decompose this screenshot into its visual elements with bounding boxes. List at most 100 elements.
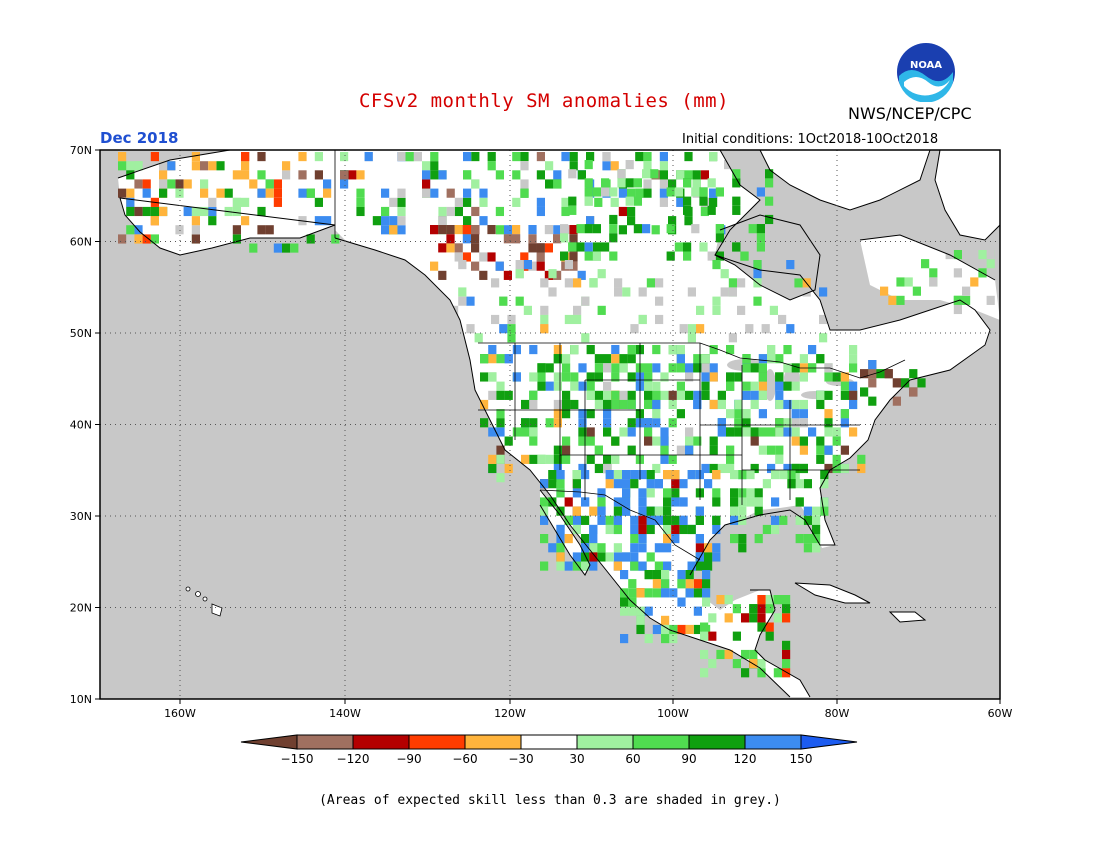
anomaly-cell: [687, 470, 696, 480]
anomaly-cell: [654, 543, 663, 553]
anomaly-cell: [463, 197, 472, 207]
anomaly-cell: [200, 179, 209, 189]
lat-label: 10N: [70, 693, 92, 706]
anomaly-cell: [578, 436, 587, 446]
anomaly-cell: [816, 354, 825, 364]
anomaly-cell: [638, 561, 647, 571]
anomaly-cell: [753, 269, 762, 279]
anomaly-cell: [496, 354, 505, 364]
anomaly-cell: [741, 613, 750, 623]
anomaly-cell: [687, 324, 696, 334]
anomaly-cell: [795, 515, 804, 525]
anomaly-cell: [159, 206, 168, 217]
anomaly-cell: [676, 381, 685, 391]
anomaly-cell: [636, 615, 645, 625]
anomaly-cell: [646, 506, 655, 516]
anomaly-cell: [540, 314, 549, 325]
anomaly-cell: [700, 170, 709, 180]
anomaly-cell: [638, 524, 647, 535]
anomaly-cell: [273, 243, 282, 253]
anomaly-cell: [463, 216, 472, 226]
anomaly-cell: [696, 305, 705, 315]
anomaly-cell: [611, 363, 620, 373]
anomaly-cell: [663, 534, 672, 544]
agency-label: NWS/NCEP/CPC: [848, 104, 972, 123]
anomaly-cell: [676, 409, 685, 419]
anomaly-cell: [783, 381, 792, 391]
anomaly-cell: [726, 463, 735, 474]
colorbar-bin: [464, 734, 522, 750]
anomaly-cell: [512, 234, 521, 244]
anomaly-cell: [820, 470, 829, 480]
anomaly-cell: [757, 613, 766, 623]
anomaly-cell: [613, 552, 622, 562]
anomaly-cell: [687, 561, 696, 571]
anomaly-cell: [832, 372, 841, 382]
anomaly-cell: [782, 604, 791, 614]
anomaly-cell: [708, 659, 717, 669]
anomaly-cell: [581, 333, 590, 343]
anomaly-cell: [438, 170, 447, 180]
anomaly-cell: [685, 445, 694, 455]
anomaly-cell: [771, 470, 780, 480]
anomaly-cell: [756, 187, 765, 197]
anomaly-cell: [454, 243, 463, 253]
anomaly-cell: [661, 588, 670, 598]
anomaly-cell: [241, 216, 250, 226]
anomaly-cell: [544, 243, 553, 253]
anomaly-cell: [707, 205, 716, 215]
anomaly-cell: [750, 390, 759, 400]
anomaly-cell: [824, 463, 833, 474]
anomaly-cell: [652, 418, 661, 428]
anomaly-cell: [663, 488, 672, 498]
anomaly-cell: [622, 287, 631, 297]
anomaly-cell: [803, 534, 812, 544]
anomaly-cell: [601, 178, 610, 188]
anomaly-cell: [749, 613, 758, 623]
anomaly-cell: [750, 427, 759, 437]
anomaly-cell: [584, 251, 593, 261]
anomaly-cell: [849, 381, 858, 391]
anomaly-cell: [685, 436, 694, 446]
anomaly-cell: [715, 224, 724, 234]
anomaly-cell: [754, 506, 763, 516]
anomaly-cell: [685, 427, 694, 437]
anomaly-cell: [529, 399, 538, 410]
anomaly-cell: [630, 543, 639, 553]
anomaly-cell: [495, 261, 504, 271]
anomaly-cell: [643, 188, 652, 198]
anomaly-cell: [783, 363, 792, 373]
anomaly-cell: [618, 206, 627, 217]
anomaly-cell: [693, 363, 702, 373]
anomaly-cell: [613, 543, 622, 553]
anomaly-cell: [586, 381, 595, 391]
anomaly-cell: [732, 205, 741, 215]
anomaly-cell: [712, 488, 721, 498]
anomaly-cell: [652, 381, 661, 391]
gridlines: [100, 150, 1000, 699]
anomaly-cell: [520, 188, 529, 198]
colorbar-arrow-low: [240, 734, 298, 750]
anomaly-cell: [799, 463, 808, 474]
anomaly-cell: [749, 604, 758, 614]
anomaly-cell: [769, 305, 778, 315]
anomaly-cell: [669, 634, 678, 644]
anomaly-cell: [568, 169, 577, 179]
anomaly-cell: [783, 463, 792, 474]
anomaly-cell: [562, 390, 571, 400]
anomaly-cell: [824, 409, 833, 419]
anomaly-cell: [778, 278, 787, 288]
anomaly-cell: [491, 278, 500, 288]
anomaly-cell: [726, 381, 735, 391]
anomaly-cell: [661, 624, 670, 635]
anomaly-cell: [868, 396, 877, 406]
anomaly-cell: [659, 188, 668, 198]
anomaly-cell: [413, 152, 422, 162]
anomaly-cell: [765, 622, 774, 632]
anomaly-cell: [463, 170, 472, 180]
anomaly-cell: [118, 188, 127, 198]
anomaly-cell: [118, 234, 127, 244]
anomaly-cell: [118, 161, 127, 171]
anomaly-cell: [638, 506, 647, 516]
anomaly-cell: [693, 624, 702, 635]
